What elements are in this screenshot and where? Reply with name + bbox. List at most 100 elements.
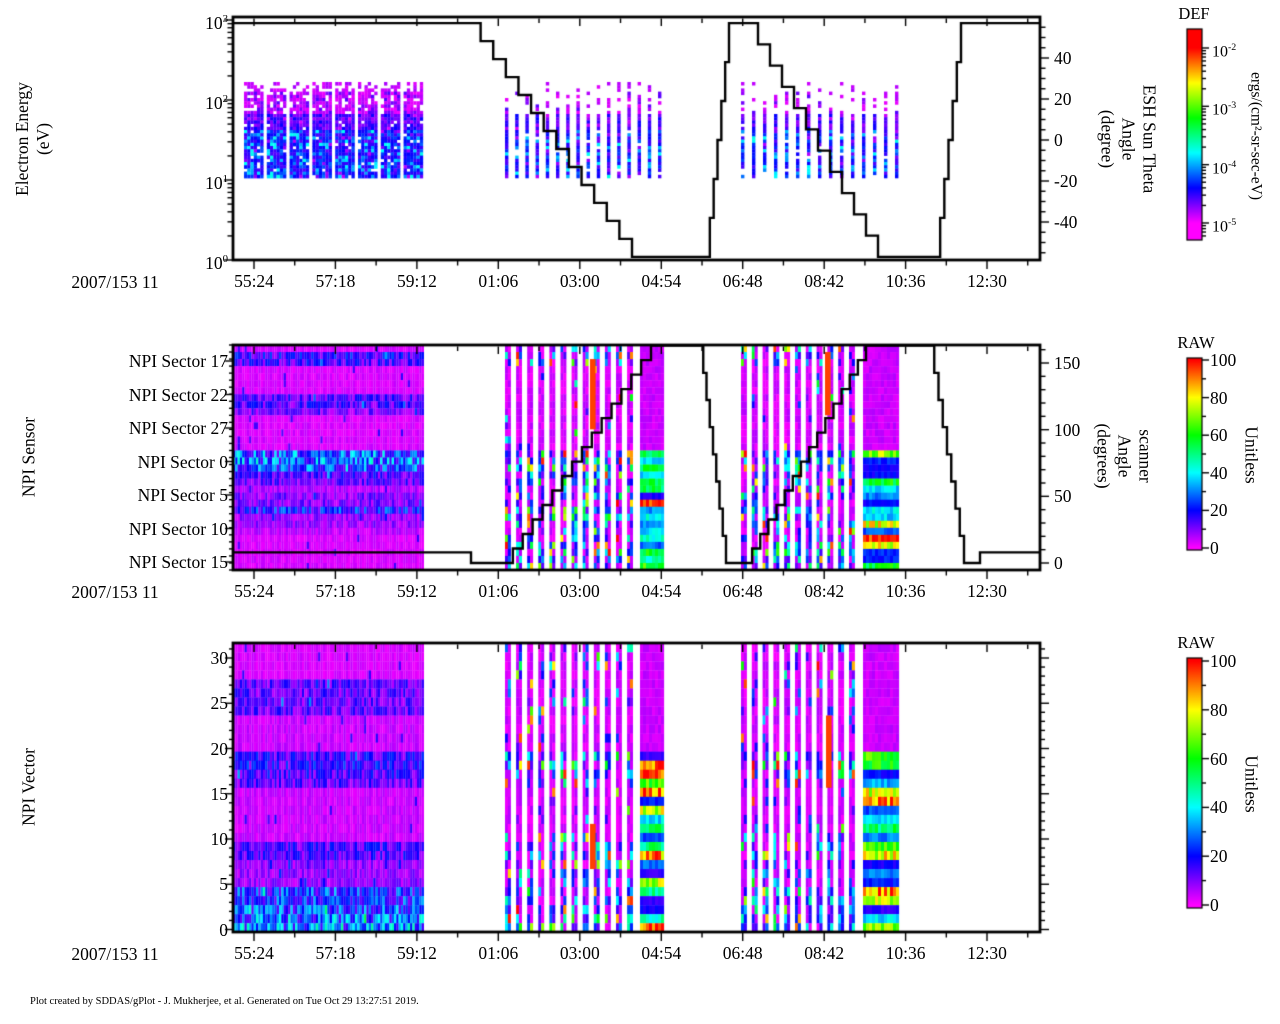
x-tick-label: 06:48 — [722, 581, 763, 601]
y-tick-label-vector: 10 — [210, 829, 229, 849]
colorbar-tick-label-raw: 80 — [1210, 699, 1228, 720]
colorbar-tick-label-def: 10-5 — [1212, 216, 1237, 236]
x-tick-label: 57:18 — [315, 271, 356, 291]
x-tick-label: 08:42 — [804, 271, 845, 291]
colorbar-tick-label-raw: 60 — [1210, 748, 1228, 769]
y-tick-label-energy: 100 — [205, 252, 228, 273]
y-tick-label-vector: 15 — [210, 783, 229, 804]
y-tick-label-energy: 102 — [205, 92, 228, 113]
colorbar-unit-def: ergs/(cm²-sr-sec-eV) — [1246, 72, 1267, 200]
x-tick-label: 08:42 — [804, 581, 845, 601]
axis-title-line: NPI Sensor — [18, 416, 39, 498]
right-tick-label-scanner: 50 — [1054, 486, 1072, 507]
x-tick-label: 59:12 — [396, 271, 437, 291]
x-tick-label: 12:30 — [967, 943, 1007, 963]
sector-label: NPI Sector 10 — [128, 518, 228, 539]
colorbar-tick-label-raw: 0 — [1210, 895, 1219, 915]
axis-title-line: scanner — [1135, 429, 1156, 483]
right-tick-label-scanner: 150 — [1054, 353, 1081, 373]
axis-title-line: NPI Vector — [18, 748, 39, 826]
sector-label: NPI Sector 0 — [137, 451, 228, 472]
x-tick-label: 55:24 — [234, 271, 274, 291]
y-tick-label-vector: 0 — [219, 919, 228, 940]
x-tick-label: 03:00 — [559, 271, 600, 291]
colorbar-tick-label-raw: 80 — [1210, 387, 1228, 408]
right-tick-label-angle: 20 — [1054, 89, 1072, 109]
x-tick-label: 55:24 — [234, 943, 274, 963]
x-tick-label: 04:54 — [641, 271, 682, 291]
y-tick-label-vector: 30 — [210, 648, 229, 668]
x-tick-label: 57:18 — [315, 943, 356, 963]
y-tick-label-vector: 25 — [210, 693, 229, 714]
right-tick-label-angle: -40 — [1054, 212, 1078, 232]
y-axis-title-npi-sensor: NPI Sensor — [19, 417, 40, 497]
x-tick-label: 59:12 — [396, 581, 437, 601]
axis-title-line: (degree) — [1097, 109, 1118, 169]
x-tick-label: 12:30 — [967, 271, 1007, 291]
x-tick-label: 03:00 — [559, 943, 600, 963]
right-tick-label-angle: 0 — [1054, 130, 1063, 150]
x-tick-label: 55:24 — [234, 581, 274, 601]
colorbar-tick-label-raw: 20 — [1210, 846, 1228, 867]
x-tick-label: 01:06 — [478, 581, 519, 601]
x-tick-label: 03:00 — [559, 581, 600, 601]
x-tick-label: 08:42 — [804, 943, 845, 963]
x-tick-label: 12:30 — [967, 581, 1007, 601]
colorbar-tick-label-def: 10-2 — [1212, 42, 1237, 61]
colorbar-tick-label-raw: 40 — [1210, 797, 1228, 818]
right-tick-label-angle: 40 — [1054, 48, 1072, 68]
colorbar-tick-label-raw: 40 — [1210, 462, 1228, 483]
axis-title-line: (degrees) — [1093, 423, 1114, 489]
colorbar-unit-raw-1: Unitless — [1241, 426, 1262, 483]
y-tick-label-vector: 20 — [210, 738, 229, 759]
axis-title-line: (eV) — [33, 122, 53, 156]
colorbar-unit-text: Unitless — [1241, 755, 1262, 813]
sector-label: NPI Sector 22 — [128, 384, 228, 405]
colorbar-tick-label-raw: 100 — [1210, 350, 1237, 370]
x-tick-label: 04:54 — [641, 943, 682, 963]
right-tick-label-angle: -20 — [1054, 171, 1078, 191]
right-tick-label-scanner: 100 — [1054, 419, 1081, 440]
axis-title-line: Angle — [1114, 434, 1135, 478]
right-axis-title-esh-sun-theta: ESH Sun Theta Angle (degree) — [1097, 85, 1160, 194]
colorbar-title-raw-1: RAW — [1177, 333, 1215, 352]
sector-label: NPI Sector 5 — [137, 485, 228, 505]
x-tick-label: 10:36 — [885, 271, 926, 291]
right-tick-label-scanner: 0 — [1054, 553, 1063, 573]
x-tick-label: 06:48 — [722, 271, 763, 291]
colorbar-unit-raw-2: Unitless — [1241, 755, 1262, 812]
colorbar-unit-text: Unitless — [1241, 426, 1262, 484]
sector-label: NPI Sector 15 — [128, 552, 228, 572]
x-tick-label: 59:12 — [396, 943, 437, 963]
colorbar-unit-text: ergs/(cm²-sr-sec-eV) — [1247, 72, 1265, 200]
colorbar-tick-label-def: 10-4 — [1212, 158, 1237, 177]
x-tick-label: 01:06 — [478, 943, 519, 963]
x-tick-label: 06:48 — [722, 943, 763, 963]
y-axis-title-npi-vector: NPI Vector — [19, 748, 40, 826]
colorbar-tick-label-raw: 20 — [1210, 500, 1228, 521]
sector-label: NPI Sector 17 — [128, 351, 228, 371]
colorbar-title-raw-2: RAW — [1177, 633, 1215, 652]
sector-label: NPI Sector 27 — [128, 418, 228, 438]
right-axis-title-scanner-angle: scanner Angle (degrees) — [1093, 423, 1156, 488]
x-tick-label: 10:36 — [885, 581, 926, 601]
y-axis-title-electron-energy: Electron Energy (eV) — [12, 82, 54, 196]
x-tick-label: 57:18 — [315, 581, 356, 601]
y-tick-label-energy: 103 — [205, 12, 228, 33]
colorbar-tick-label-raw: 100 — [1210, 651, 1237, 671]
time-axis-date-label: 2007/153 11 — [71, 272, 159, 292]
axis-title-line: ESH Sun Theta — [1139, 84, 1160, 194]
colorbar-tick-label-def: 10-3 — [1212, 100, 1237, 119]
colorbar-tick-label-raw: 60 — [1210, 425, 1228, 446]
colorbar-title-def: DEF — [1178, 4, 1210, 23]
time-axis-date-label: 2007/153 11 — [71, 582, 159, 602]
time-axis-date-label: 2007/153 11 — [71, 944, 159, 964]
x-tick-label: 04:54 — [641, 581, 682, 601]
axis-title-line: Electron Energy — [12, 82, 32, 196]
footer-credit: Plot created by SDDAS/gPlot - J. Mukherj… — [30, 996, 419, 1007]
axis-title-line: Angle — [1118, 117, 1139, 161]
x-tick-label: 10:36 — [885, 943, 926, 963]
y-tick-label-energy: 101 — [205, 172, 228, 193]
